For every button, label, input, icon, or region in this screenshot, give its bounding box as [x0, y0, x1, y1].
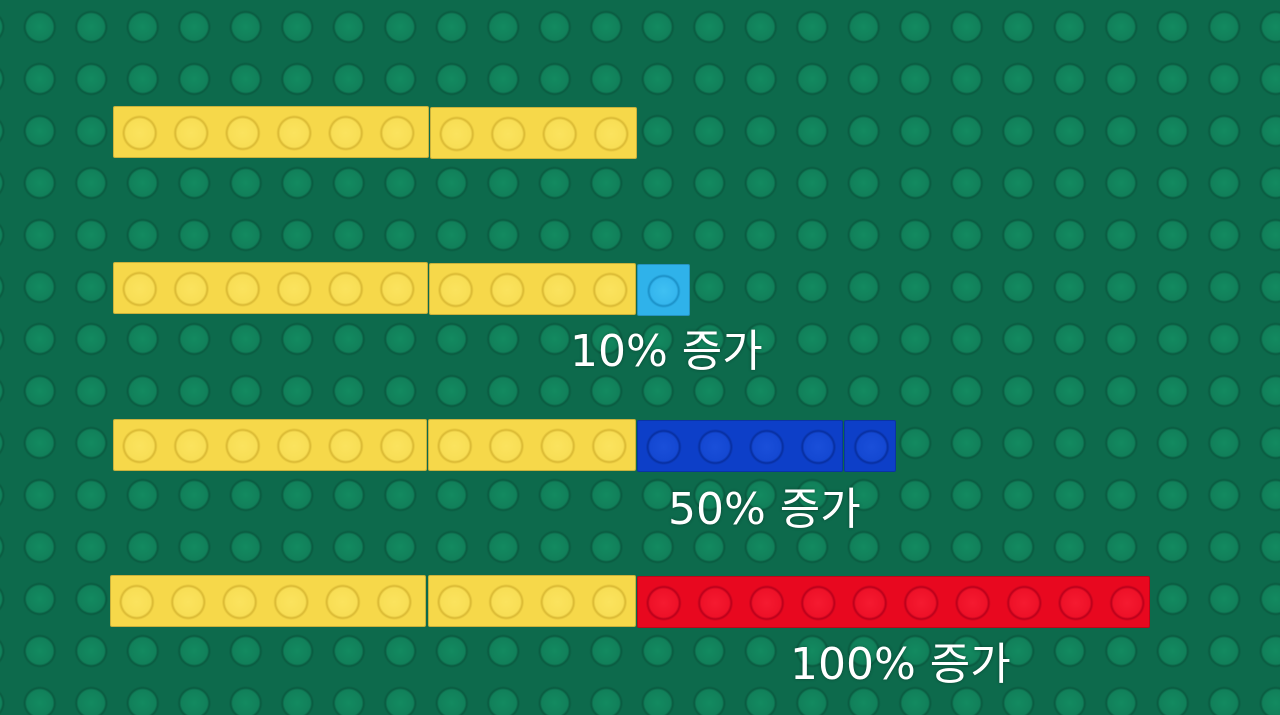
yellow-brick-1x6	[113, 262, 428, 314]
yellow-brick-1x4	[428, 419, 636, 471]
light-blue-brick-1x1	[637, 264, 690, 316]
blue-brick-1x1	[844, 420, 896, 472]
yellow-brick-1x6	[113, 106, 429, 158]
yellow-brick-1x4	[428, 575, 636, 627]
label-50-percent: 50% 증가	[668, 484, 861, 535]
yellow-brick-1x4	[430, 107, 637, 159]
yellow-brick-1x6	[110, 575, 426, 627]
yellow-brick-1x6	[113, 419, 427, 471]
red-brick-1x10	[637, 576, 1150, 628]
yellow-brick-1x4	[429, 263, 636, 315]
label-10-percent: 10% 증가	[570, 326, 763, 377]
blue-brick-1x4	[637, 420, 843, 472]
label-100-percent: 100% 증가	[790, 639, 1011, 690]
